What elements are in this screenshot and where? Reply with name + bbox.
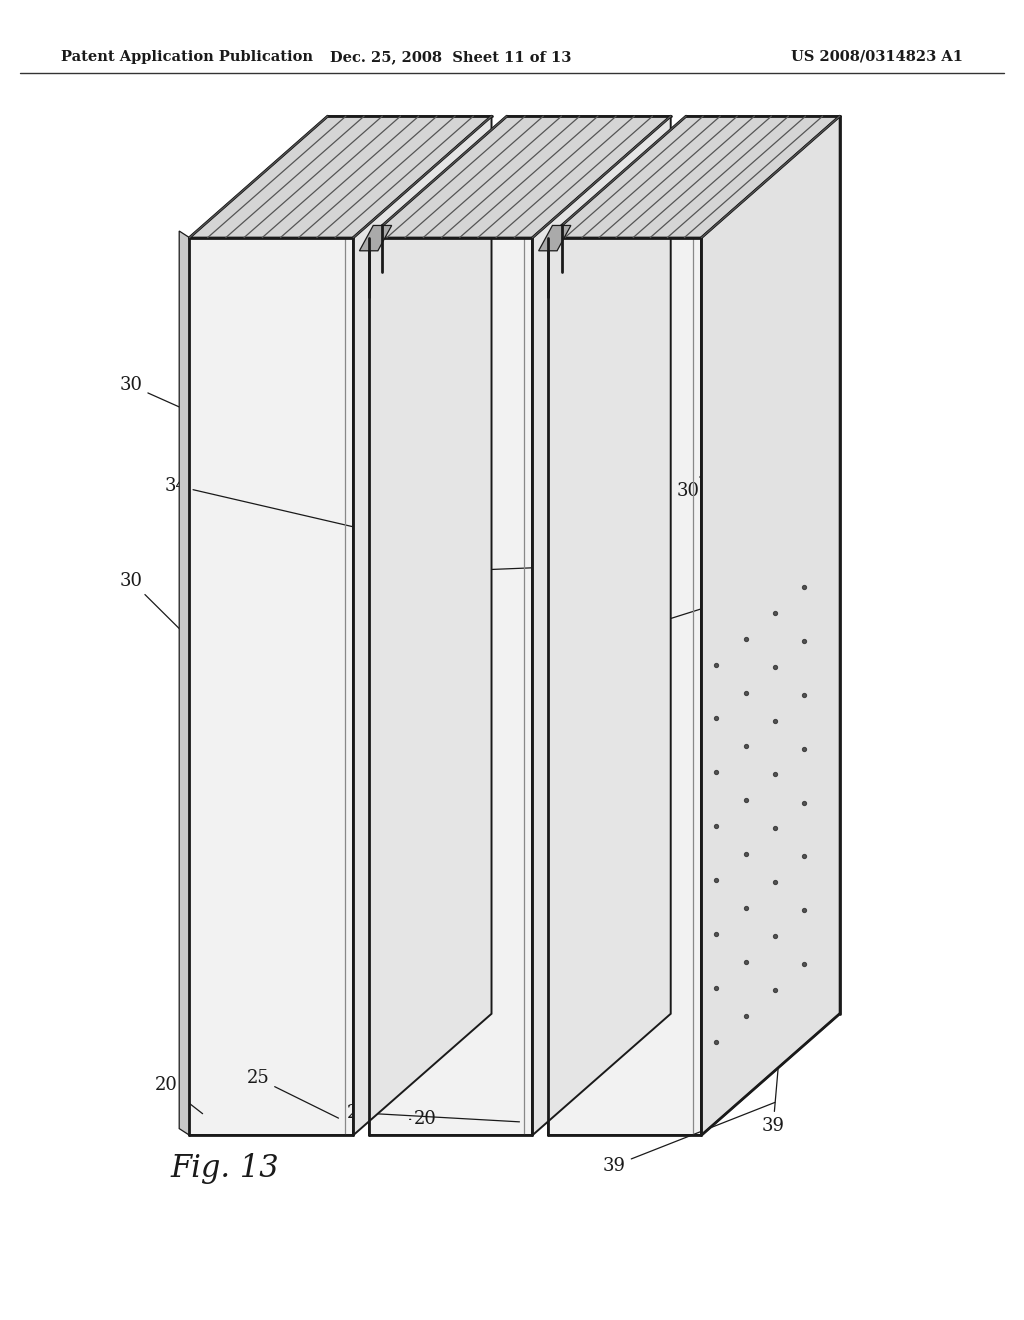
Polygon shape: [369, 116, 671, 238]
Text: 30: 30: [120, 376, 182, 408]
Text: 30: 30: [120, 572, 182, 632]
Text: 25: 25: [559, 191, 615, 211]
Text: 39: 39: [603, 1102, 775, 1175]
Text: 20: 20: [253, 129, 406, 213]
Text: 34: 34: [603, 609, 703, 645]
Text: 39: 39: [762, 999, 784, 1135]
Text: 20: 20: [410, 1110, 436, 1129]
Text: 25: 25: [247, 1069, 339, 1118]
Polygon shape: [539, 226, 571, 251]
Text: 30: 30: [677, 412, 755, 500]
Polygon shape: [548, 238, 701, 1135]
Polygon shape: [189, 116, 492, 238]
Text: US 2008/0314823 A1: US 2008/0314823 A1: [791, 50, 963, 63]
Text: Fig. 13: Fig. 13: [171, 1152, 280, 1184]
Text: 34: 34: [165, 477, 355, 528]
Text: Patent Application Publication: Patent Application Publication: [61, 50, 313, 63]
Polygon shape: [548, 116, 840, 238]
Text: 20: 20: [155, 1076, 203, 1114]
Polygon shape: [532, 116, 671, 1135]
Polygon shape: [359, 226, 391, 251]
Polygon shape: [189, 238, 353, 1135]
Polygon shape: [701, 116, 840, 1135]
Text: 30: 30: [777, 661, 804, 710]
Text: 25: 25: [347, 1104, 519, 1122]
Text: 34: 34: [362, 565, 535, 583]
Polygon shape: [353, 116, 492, 1135]
Text: 25: 25: [380, 160, 534, 210]
Text: Dec. 25, 2008  Sheet 11 of 13: Dec. 25, 2008 Sheet 11 of 13: [330, 50, 571, 63]
Text: 20: 20: [798, 152, 820, 194]
Polygon shape: [179, 231, 189, 1135]
Polygon shape: [369, 238, 532, 1135]
